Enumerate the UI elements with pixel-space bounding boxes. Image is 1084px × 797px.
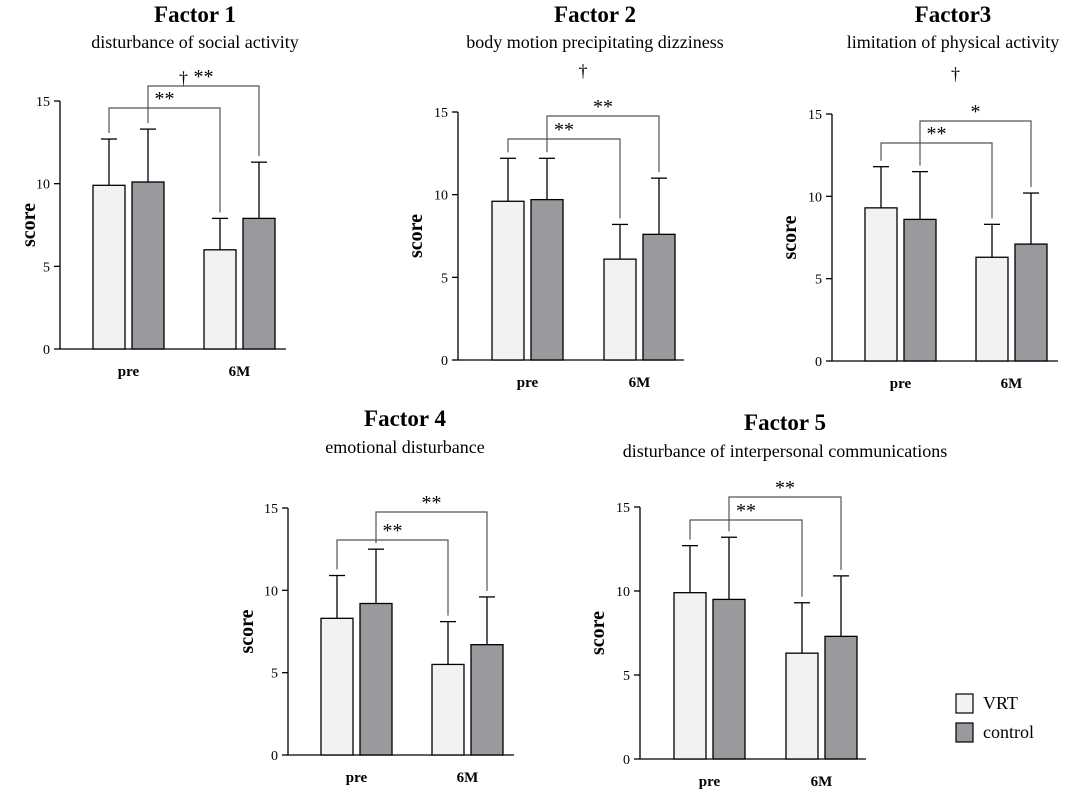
- factor-2-significance-label: **: [593, 96, 613, 118]
- factor-3-bar-6M-vrt: [975, 256, 1009, 362]
- factor-4-significance-bracket: [375, 511, 488, 591]
- factor-4-y-axis-label: score: [236, 609, 258, 653]
- factor-2-bar-6M-control: [642, 233, 676, 361]
- factor-3-y-tick-label: 15: [808, 108, 822, 123]
- factor-4-y-tick-label: 0: [271, 749, 278, 764]
- factor-4-title: Factor 4: [364, 406, 446, 431]
- factor-4-x-tick-label-6M: 6M: [457, 770, 479, 786]
- factor-1-bar-6M-vrt: [203, 249, 237, 350]
- factor-4-y-tick-label: 10: [264, 584, 278, 599]
- factor-3-y-tick-label: 10: [808, 190, 822, 205]
- factor-5-panel: Factor 5 disturbance of interpersonal com…: [587, 410, 947, 790]
- factor-1-panel: Factor 1 disturbance of social activity sc…: [18, 2, 299, 380]
- factor-4-subtitle: emotional disturbance: [325, 437, 484, 457]
- factor-5-bar-6M-control: [824, 635, 858, 760]
- factor-5-significance-label: **: [775, 477, 795, 499]
- factor-3-significance-label: *: [971, 101, 981, 123]
- factor-2-y-tick-label: 5: [441, 271, 448, 286]
- factor-3-x-tick-label-pre: pre: [890, 376, 912, 392]
- factor-3-bar-6M-control: [1014, 243, 1048, 362]
- factor-1-significance-label: **: [155, 88, 175, 110]
- factor-4-panel: Factor 4 emotional disturbance score 0 5 10 15…: [236, 406, 514, 786]
- factor-2-y-tick-label: 15: [434, 106, 448, 121]
- factor-2-significance-bracket: [507, 138, 621, 219]
- factor-5-y-axis-label: score: [587, 611, 609, 655]
- factor-4-significance-label: **: [422, 492, 442, 514]
- factor-1-subtitle: disturbance of social activity: [91, 32, 298, 52]
- factor-1-dagger: †: [179, 68, 188, 88]
- factor-3-title: Factor3: [915, 2, 992, 27]
- factor-1-significance-bracket: [108, 107, 221, 213]
- factor-5-y-tick-label: 15: [616, 501, 630, 516]
- factor-2-bar-pre-vrt: [491, 200, 525, 361]
- factor-1-y-axis-label: score: [18, 203, 40, 247]
- legend-swatch-vrt: [955, 693, 974, 714]
- factor-4-significance-label: **: [383, 520, 403, 542]
- factor-1-significance-label: **: [194, 66, 214, 88]
- factor-2-subtitle: body motion precipitating dizziness: [466, 32, 723, 52]
- factor-3-y-tick-label: 0: [815, 355, 822, 370]
- factor-3-subtitle: limitation of physical activity: [847, 32, 1059, 52]
- factor-5-significance-bracket: [728, 496, 842, 570]
- legend: VRT control: [955, 693, 1034, 743]
- factor-1-bar-pre-control: [131, 181, 165, 350]
- factor-3-x-tick-label-6M: 6M: [1001, 376, 1023, 392]
- factor-1-title: Factor 1: [154, 2, 236, 27]
- factor-4-y-tick-label: 15: [264, 502, 278, 517]
- factor-3-significance-bracket: [919, 120, 1032, 188]
- factor-5-title: Factor 5: [744, 410, 826, 435]
- factor-5-bar-6M-vrt: [785, 652, 819, 760]
- factor-2-x-tick-label-pre: pre: [517, 375, 539, 391]
- factor-2-panel: Factor 2 body motion precipitating dizzin…: [405, 2, 724, 391]
- factor-5-significance-label: **: [736, 500, 756, 522]
- factor-5-y-tick-label: 0: [623, 753, 630, 768]
- factor-5-significance-bracket: [689, 519, 803, 597]
- factor-5-y-tick-label: 5: [623, 669, 630, 684]
- factor-1-x-tick-label-6M: 6M: [229, 364, 251, 380]
- factor-4-significance-bracket: [336, 539, 449, 616]
- factor-3-panel: Factor3 limitation of physical activity sc…: [779, 2, 1059, 392]
- factor-2-y-tick-label: 0: [441, 354, 448, 369]
- factor-5-y-tick-label: 10: [616, 585, 630, 600]
- factor-4-bar-pre-vrt: [320, 617, 354, 756]
- factor-4-bar-pre-control: [359, 602, 393, 756]
- factor-1-y-tick-label: 5: [43, 260, 50, 275]
- factor-4-bar-6M-control: [470, 644, 504, 756]
- factor-3-significance-label: **: [927, 123, 947, 145]
- factor-3-y-tick-label: 5: [815, 273, 822, 288]
- legend-label-control: control: [983, 722, 1034, 742]
- factor-5-x-tick-label-6M: 6M: [811, 774, 833, 790]
- factor-5-bar-pre-vrt: [673, 592, 707, 760]
- factor-1-y-tick-label: 15: [36, 95, 50, 110]
- factor-4-y-tick-label: 5: [271, 667, 278, 682]
- factor-5-bar-pre-control: [712, 598, 746, 760]
- factor-2-y-tick-label: 10: [434, 189, 448, 204]
- factor-3-dagger: †: [951, 64, 960, 84]
- factor-2-significance-bracket: [546, 115, 660, 173]
- legend-label-vrt: VRT: [983, 693, 1018, 713]
- factor-1-bar-pre-vrt: [92, 184, 126, 350]
- factor-1-significance-bracket: [147, 85, 260, 157]
- factor-1-y-tick-label: 10: [36, 178, 50, 193]
- factor-4-bar-6M-vrt: [431, 663, 465, 756]
- factor-2-x-tick-label-6M: 6M: [629, 375, 651, 391]
- factor-3-bar-pre-vrt: [864, 207, 898, 362]
- factor-2-dagger: †: [579, 61, 588, 81]
- factor-3-significance-bracket: [880, 142, 993, 219]
- factor-4-x-tick-label-pre: pre: [346, 770, 368, 786]
- factor-1-y-tick-label: 0: [43, 343, 50, 358]
- legend-swatch-control: [955, 722, 974, 743]
- factor-1-x-tick-label-pre: pre: [118, 364, 140, 380]
- factor-3-y-axis-label: score: [779, 215, 801, 259]
- factor-2-significance-label: **: [554, 119, 574, 141]
- factor-2-bar-6M-vrt: [603, 258, 637, 361]
- factor-2-y-axis-label: score: [405, 214, 427, 258]
- factor-2-title: Factor 2: [554, 2, 636, 27]
- factor-1-bar-6M-control: [242, 217, 276, 350]
- factor-5-x-tick-label-pre: pre: [699, 774, 721, 790]
- factor-5-subtitle: disturbance of interpersonal communicati…: [623, 441, 947, 461]
- factor-3-bar-pre-control: [903, 218, 937, 362]
- factor-2-bar-pre-control: [530, 198, 564, 361]
